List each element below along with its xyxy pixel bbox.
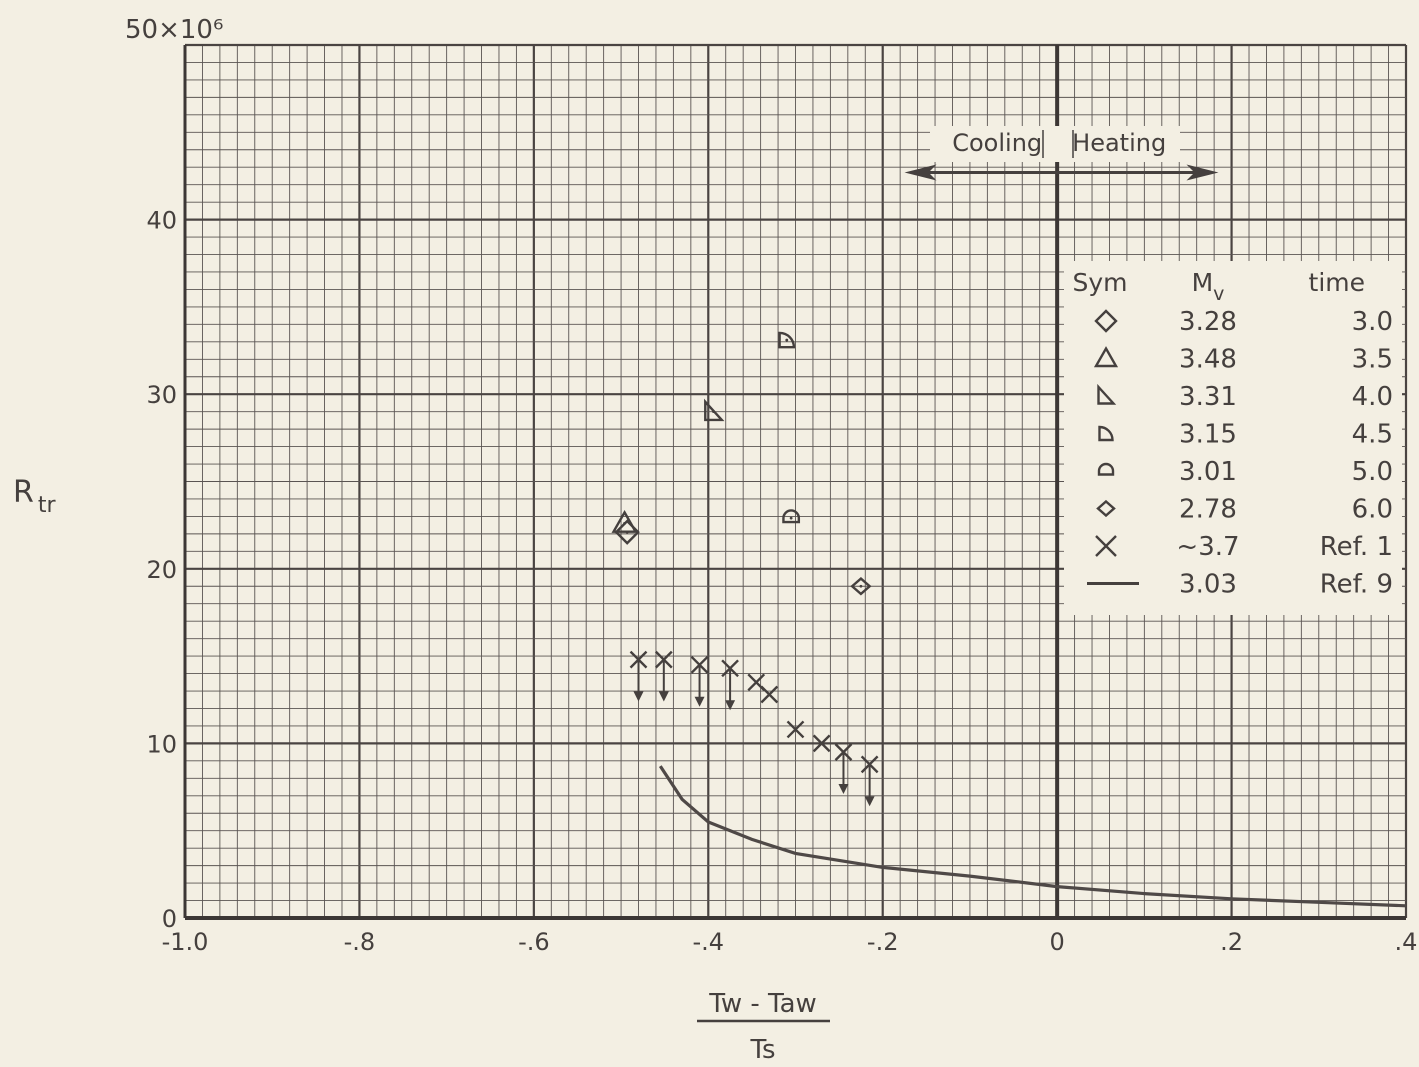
x-tick-label: -.2 bbox=[867, 928, 899, 956]
x-axis-label: Tw - Taw Ts bbox=[697, 989, 830, 1065]
legend-time-value: 3.5 bbox=[1352, 345, 1393, 375]
legend-mach-value: 3.01 bbox=[1179, 457, 1237, 487]
data-point-triangle bbox=[611, 509, 638, 533]
legend-mach-value: 3.28 bbox=[1179, 307, 1237, 337]
x-tick-label: 0 bbox=[1050, 928, 1065, 956]
cooling-heating-annotation: Cooling Heating bbox=[904, 126, 1219, 181]
y-tick-label: 10 bbox=[146, 730, 177, 758]
annotation-heating-label: Heating bbox=[1072, 129, 1166, 157]
down-arrow-head bbox=[633, 691, 644, 702]
legend-background bbox=[1064, 261, 1402, 615]
x-tick-label: -.4 bbox=[693, 928, 725, 956]
down-arrow-head bbox=[725, 700, 736, 711]
legend-time-value: Ref. 1 bbox=[1320, 532, 1393, 562]
y-tick-label: 40 bbox=[146, 207, 177, 235]
legend-header-mach: Mv bbox=[1192, 268, 1225, 305]
annotation-background bbox=[930, 126, 1180, 162]
legend: Sym Mv time 3.28 3.0 3.48 3.5 3.31 4.0 3.15 4.5 3.0… bbox=[1064, 261, 1402, 615]
legend-time-value: 4.5 bbox=[1352, 420, 1393, 450]
legend-mach-value: 3.48 bbox=[1179, 345, 1237, 375]
legend-mach-value: 2.78 bbox=[1179, 495, 1237, 525]
legend-mach-value: 3.03 bbox=[1179, 570, 1237, 600]
x-tick-label: .4 bbox=[1395, 928, 1418, 956]
data-point-center-dot bbox=[623, 522, 626, 525]
x-tick-label: .2 bbox=[1220, 928, 1243, 956]
y-tick-label: 0 bbox=[162, 905, 177, 933]
down-arrow-head bbox=[838, 784, 849, 795]
x-axis-label-denominator: Ts bbox=[749, 1035, 775, 1065]
legend-symbol-half-circle bbox=[1097, 462, 1115, 476]
y-tick-label: 30 bbox=[146, 381, 177, 409]
legend-symbol-x-mark bbox=[1095, 535, 1117, 557]
x-tick-label: -1.0 bbox=[162, 928, 209, 956]
legend-symbol-small-diamond bbox=[1096, 499, 1116, 518]
data-point-quarter-circle bbox=[778, 331, 796, 349]
data-point-small-diamond bbox=[850, 576, 872, 596]
legend-mach-value: 3.31 bbox=[1179, 382, 1237, 412]
legend-time-value: 6.0 bbox=[1352, 495, 1393, 525]
legend-header-time: time bbox=[1309, 268, 1365, 297]
legend-mach-value: ~3.7 bbox=[1176, 532, 1239, 562]
data-point-x-mark bbox=[812, 734, 831, 753]
annotation-cooling-label: Cooling bbox=[952, 129, 1042, 157]
legend-time-value: 4.0 bbox=[1352, 382, 1393, 412]
annotation-arrow-right bbox=[1186, 164, 1219, 181]
down-arrow-head bbox=[694, 696, 705, 707]
ref9-curve bbox=[658, 765, 1407, 908]
legend-symbol-triangle bbox=[1093, 346, 1119, 368]
data-marks bbox=[611, 331, 1407, 908]
x-tick-label: -.8 bbox=[344, 928, 376, 956]
legend-symbol-right-triangle bbox=[1097, 383, 1117, 405]
legend-mach-value: 3.15 bbox=[1179, 420, 1237, 450]
legend-time-value: 3.0 bbox=[1352, 307, 1393, 337]
legend-symbol-diamond bbox=[1094, 309, 1118, 333]
data-point-x-mark bbox=[760, 685, 779, 704]
down-arrow-head bbox=[864, 796, 875, 807]
legend-time-value: Ref. 9 bbox=[1320, 570, 1393, 600]
grid bbox=[183, 43, 1408, 920]
data-point-center-dot bbox=[859, 584, 863, 588]
x-axis-label-numerator: Tw - Taw bbox=[708, 989, 817, 1019]
legend-time-value: 5.0 bbox=[1352, 457, 1393, 487]
data-point-center-dot bbox=[785, 338, 789, 342]
down-arrow-head bbox=[658, 691, 669, 702]
y-multiplier-label: 50×10⁶ bbox=[125, 15, 223, 45]
data-point-half-circle bbox=[782, 509, 801, 524]
legend-header-sym: Sym bbox=[1072, 268, 1127, 297]
data-point-x-mark bbox=[786, 720, 805, 739]
annotation-arrow-left bbox=[904, 164, 937, 181]
y-tick-label: 20 bbox=[146, 556, 177, 584]
legend-symbol-quarter-circle bbox=[1098, 425, 1114, 442]
data-point-center-dot bbox=[789, 516, 793, 520]
x-tick-label: -.6 bbox=[518, 928, 550, 956]
data-point-center-dot bbox=[712, 410, 715, 414]
axis-labels: -1.0 -.8 -.6 -.4 -.2 0 .2 .4 0 10 20 30 40 bbox=[146, 207, 1417, 956]
